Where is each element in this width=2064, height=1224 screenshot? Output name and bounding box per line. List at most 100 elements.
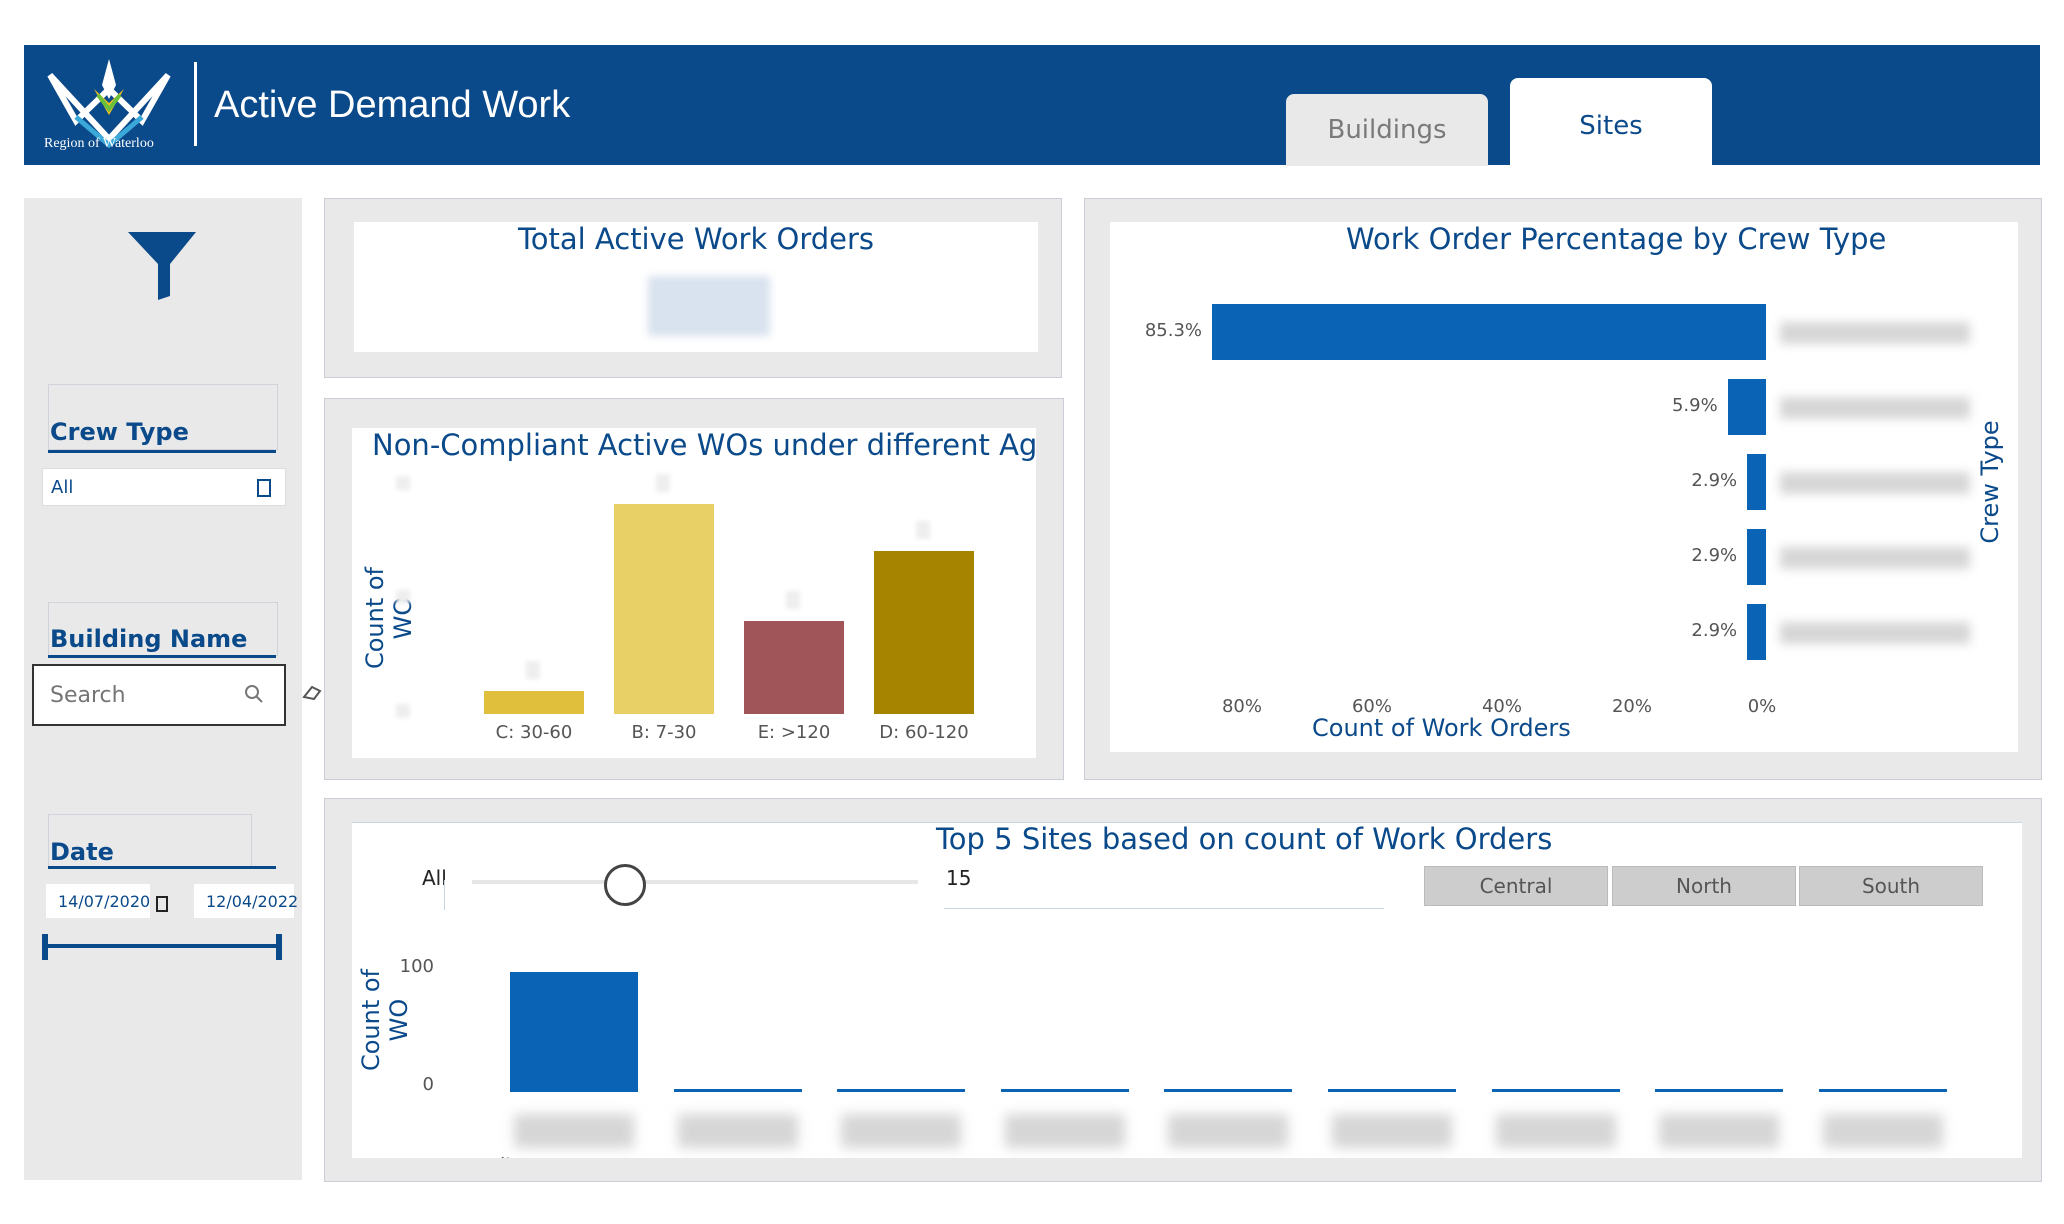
top-sites-footer-text: It	[500, 1154, 512, 1158]
site-category-label	[514, 1114, 634, 1148]
building-name-label: Building Name	[50, 625, 248, 653]
org-name: Region of Waterloo	[44, 136, 154, 151]
noncompliant-bar-data-label	[526, 660, 540, 679]
crew-type-value-label: 2.9%	[1691, 470, 1738, 491]
site-category-label	[1168, 1114, 1289, 1148]
noncompliant-bar[interactable]	[614, 504, 714, 714]
noncompliant-y-tick-top	[396, 476, 410, 490]
noncompliant-bar[interactable]	[744, 620, 844, 714]
top-n-slider-track[interactable]	[472, 880, 918, 884]
noncompliant-card: Non-Compliant Active WOs under different…	[352, 428, 1036, 758]
crew-type-bar[interactable]	[1747, 529, 1766, 585]
crew-type-category-label	[1780, 622, 1970, 644]
crew-type-category-label	[1780, 547, 1970, 569]
site-bar[interactable]	[1000, 1089, 1129, 1092]
noncompliant-bar[interactable]	[874, 550, 974, 714]
date-label: Date	[50, 838, 114, 866]
region-central-button[interactable]: Central	[1424, 866, 1608, 906]
slider-value[interactable]: 15	[946, 866, 972, 890]
crew-type-value-label: 2.9%	[1691, 545, 1738, 566]
end-date-value: 12/04/2022	[206, 892, 299, 911]
tab-buildings[interactable]: Buildings	[1286, 94, 1488, 166]
crew-type-value: All	[51, 477, 74, 498]
site-bar[interactable]	[1491, 1089, 1620, 1092]
top-sites-title: Top 5 Sites based on count of Work Order…	[936, 822, 1553, 856]
building-name-header-box	[48, 602, 278, 656]
noncompliant-y-axis-label: Count of WO	[361, 566, 417, 670]
slider-bottom-border	[944, 908, 1384, 909]
region-north-button[interactable]: North	[1612, 866, 1796, 906]
crew-type-y-axis-label: Crew Type	[1976, 420, 2004, 544]
date-slider-track[interactable]	[44, 944, 280, 948]
end-date-input[interactable]: 12/04/2022	[194, 884, 298, 918]
crew-type-value-label: 2.9%	[1691, 620, 1738, 641]
start-date-value: 14/07/2020	[58, 892, 151, 911]
region-of-waterloo-logo-icon	[47, 59, 171, 149]
building-search-box[interactable]	[32, 664, 286, 726]
site-bar[interactable]	[1655, 1089, 1784, 1092]
crew-type-category-label	[1780, 322, 1970, 344]
top-n-slider-handle[interactable]	[604, 864, 646, 906]
noncompliant-category-label: E: >120	[757, 722, 831, 743]
noncompliant-category-label: D: 60-120	[879, 722, 969, 743]
top-sites-divider	[352, 822, 2022, 823]
site-bar[interactable]	[1164, 1089, 1293, 1092]
crew-type-x-tick: 80%	[1221, 696, 1262, 717]
site-category-label	[677, 1114, 798, 1148]
site-bar[interactable]	[1818, 1089, 1947, 1092]
site-bar[interactable]	[837, 1089, 966, 1092]
top-sites-card: Top 5 Sites based on count of Work Order…	[352, 822, 2022, 1158]
page-title: Active Demand Work	[214, 84, 571, 126]
calendar-icon[interactable]	[156, 896, 168, 912]
crew-type-x-tick: 60%	[1351, 696, 1392, 717]
noncompliant-category-label: B: 7-30	[631, 722, 697, 743]
crew-type-value-label: 85.3%	[1144, 320, 1202, 341]
crew-type-bar[interactable]	[1747, 604, 1766, 660]
search-icon	[245, 685, 263, 703]
noncompliant-bar-data-label	[916, 520, 930, 539]
crew-type-x-tick: 0%	[1747, 696, 1777, 717]
building-search-input[interactable]	[48, 680, 242, 710]
crew-type-header-box	[48, 384, 278, 450]
site-category-label	[1004, 1114, 1125, 1148]
crew-type-dropdown[interactable]: All	[42, 468, 286, 506]
site-bar[interactable]	[1328, 1089, 1456, 1092]
crew-type-value-label: 5.9%	[1671, 395, 1718, 416]
eraser-icon[interactable]	[302, 683, 324, 701]
crew-type-x-axis-label: Count of Work Orders	[1312, 714, 1571, 742]
total-work-orders-title: Total Active Work Orders	[517, 222, 875, 256]
building-name-underline	[48, 655, 276, 658]
crew-type-category-label	[1780, 472, 1970, 494]
crew-type-bar[interactable]	[1747, 454, 1766, 510]
crew-type-bar[interactable]	[1727, 379, 1766, 435]
header-divider	[194, 62, 197, 146]
noncompliant-title: Non-Compliant Active WOs under different…	[372, 428, 1036, 462]
site-bar[interactable]	[510, 972, 638, 1092]
tab-sites[interactable]: Sites	[1510, 78, 1712, 166]
noncompliant-y-tick-bottom	[396, 704, 410, 718]
crew-type-underline	[48, 450, 276, 453]
start-date-input[interactable]: 14/07/2020	[46, 884, 150, 918]
crew-type-category-label	[1780, 397, 1970, 419]
crew-type-x-tick: 20%	[1611, 696, 1652, 717]
crew-type-label: Crew Type	[50, 418, 189, 446]
crew-type-x-tick: 40%	[1481, 696, 1522, 717]
crew-type-chart-title: Work Order Percentage by Crew Type	[1346, 222, 1887, 256]
date-slider-start-handle[interactable]	[42, 934, 48, 960]
site-category-label	[1659, 1114, 1780, 1148]
total-work-orders-value	[648, 276, 770, 336]
date-slider-end-handle[interactable]	[276, 934, 282, 960]
site-category-label	[1332, 1114, 1452, 1148]
top-sites-y-tick: 100	[399, 956, 434, 977]
noncompliant-bar-data-label	[786, 590, 800, 609]
crew-type-bar[interactable]	[1212, 304, 1766, 360]
top-sites-y-tick: 0	[422, 1074, 434, 1095]
filter-icon	[128, 232, 196, 300]
noncompliant-y-tick-mid	[396, 590, 410, 604]
region-south-button[interactable]: South	[1799, 866, 1983, 906]
site-category-label	[1822, 1114, 1943, 1148]
site-bar[interactable]	[673, 1089, 802, 1092]
noncompliant-bar-data-label	[656, 474, 670, 492]
noncompliant-bar[interactable]	[484, 690, 584, 714]
slider-left-border	[444, 880, 445, 910]
